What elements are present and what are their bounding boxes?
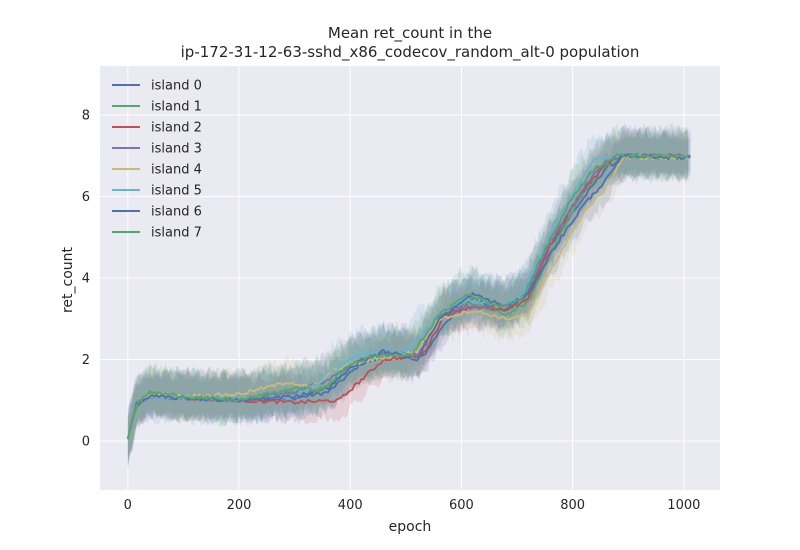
legend-label: island 4 [151, 163, 202, 178]
y-tick-label: 8 [82, 108, 90, 123]
x-tick-label: 0 [124, 498, 132, 513]
x-tick-label: 200 [227, 498, 252, 513]
series-band-island-4 [127, 127, 689, 470]
series-band-island-7 [127, 123, 689, 460]
series-band-island-1 [127, 126, 689, 463]
series-band-island-0 [127, 126, 691, 471]
series-band-island-6 [127, 124, 691, 468]
x-axis-label: epoch [389, 519, 432, 535]
x-axis-ticks: 0 200 400 600 800 1000 [124, 498, 701, 513]
confidence-bands [127, 123, 691, 471]
series-band-island-3 [127, 123, 689, 469]
legend-label: island 5 [151, 184, 202, 199]
y-tick-label: 6 [82, 190, 90, 205]
grid [100, 66, 720, 490]
series-line-island-6 [126, 153, 691, 440]
x-tick-label: 1000 [667, 498, 700, 513]
x-tick-label: 600 [449, 498, 474, 513]
series-line-island-5 [126, 153, 690, 440]
legend-label: island 6 [151, 205, 202, 220]
y-tick-label: 0 [82, 435, 90, 450]
series-line-island-4 [126, 155, 689, 440]
legend: island 0 island 1 island 2 island 3 island 4… [112, 79, 202, 241]
series-band-island-5 [127, 124, 689, 462]
series-lines [126, 153, 691, 440]
legend-label: island 1 [151, 100, 202, 115]
x-tick-label: 400 [338, 498, 363, 513]
y-tick-label: 2 [82, 353, 90, 368]
series-line-island-7 [126, 153, 689, 440]
series-band-island-2 [127, 127, 689, 459]
chart-title-line2: ip-172-31-12-63-sshd_x86_codecov_random_… [181, 43, 640, 62]
legend-label: island 3 [151, 142, 202, 157]
y-tick-label: 4 [82, 272, 90, 287]
legend-label: island 7 [151, 226, 202, 241]
legend-label: island 0 [151, 79, 202, 94]
x-tick-label: 800 [560, 498, 585, 513]
chart-title-line1: Mean ret_count in the [328, 24, 492, 43]
y-axis-label: ret_count [60, 246, 76, 313]
legend-label: island 2 [151, 121, 202, 136]
y-axis-ticks: 0 2 4 6 8 [82, 108, 90, 449]
